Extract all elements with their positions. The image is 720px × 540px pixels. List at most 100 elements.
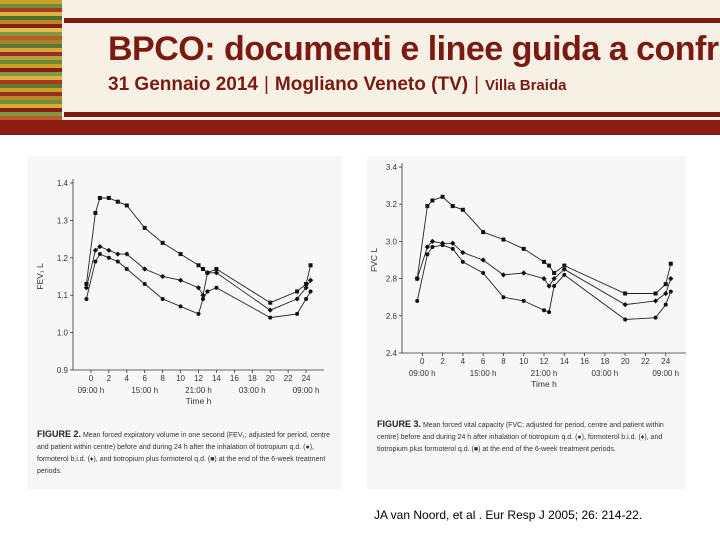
x-tick-label: 4 <box>125 374 130 383</box>
data-point-circle <box>460 259 465 264</box>
data-point-circle <box>653 315 658 320</box>
data-point-circle <box>295 311 300 316</box>
x-tick-label: 18 <box>600 357 609 366</box>
y-tick-label: 1.2 <box>57 254 69 263</box>
x-tick-label: 22 <box>641 357 650 366</box>
data-point-diamond <box>106 247 112 253</box>
stripe <box>0 32 62 36</box>
data-point-square <box>196 263 201 268</box>
data-point-circle <box>415 298 420 303</box>
stripe <box>0 52 62 56</box>
stripe <box>0 28 62 32</box>
stripe <box>0 92 62 96</box>
x-tick-label: 24 <box>661 357 670 366</box>
data-point-square <box>124 203 129 208</box>
figure-3-caption-label: FIGURE 3. <box>377 419 422 429</box>
x-tick-label: 10 <box>176 374 185 383</box>
data-point-circle <box>623 317 628 322</box>
y-tick-label: 1.1 <box>57 291 69 300</box>
data-point-circle <box>214 285 219 290</box>
data-point-circle <box>93 259 98 264</box>
stripe <box>0 40 62 44</box>
data-point-square <box>160 240 165 245</box>
data-point-square <box>663 282 668 287</box>
figure-2-panel: 0.9 1.0 1.1 1.2 1.3 1.4 FEV₁ L 0 2 4 6 8 10 12 14 16 18 2… <box>27 156 342 489</box>
data-point-square <box>84 281 89 286</box>
data-point-square <box>425 204 430 209</box>
data-point-diamond <box>115 251 121 257</box>
data-point-diamond <box>160 273 166 280</box>
data-point-square <box>295 289 300 294</box>
x-tick-label: 0 <box>420 357 425 366</box>
data-point-circle <box>547 310 552 315</box>
data-point-diamond <box>92 247 99 253</box>
x-tick-label: 14 <box>212 374 221 383</box>
data-point-circle <box>268 315 273 320</box>
data-point-square <box>460 207 465 212</box>
x-tick-label: 18 <box>248 374 257 383</box>
x-tick-label: 16 <box>580 357 589 366</box>
data-point-square <box>552 271 557 276</box>
data-point-square <box>623 291 628 296</box>
data-point-diamond <box>521 270 527 276</box>
data-point-circle <box>562 272 567 277</box>
x-tick-label: 4 <box>461 357 466 366</box>
stripe <box>0 44 62 48</box>
series-line-diamond <box>85 246 311 311</box>
data-point-circle <box>97 252 102 257</box>
data-point-square <box>542 259 546 264</box>
x-tick-label: 12 <box>540 357 549 366</box>
figure-2-caption-label: FIGURE 2. <box>37 429 82 439</box>
data-point-square <box>440 194 445 199</box>
data-point-circle <box>160 296 165 301</box>
data-point-square <box>668 261 673 266</box>
y-axis-label: FVC L <box>369 248 379 272</box>
data-point-circle <box>450 246 455 251</box>
stripe <box>0 4 62 8</box>
clock-label: 03:00 h <box>239 386 266 395</box>
data-point-diamond <box>546 283 552 289</box>
y-tick-label: 3.2 <box>386 200 398 209</box>
data-point-diamond <box>124 251 130 257</box>
data-point-diamond <box>294 296 300 302</box>
x-axis-title: Time h <box>531 379 557 389</box>
data-point-square <box>430 198 435 203</box>
clock-label: 09:00 h <box>293 386 320 395</box>
header-bottom-rule <box>64 112 720 117</box>
y-axis-label: FEV₁ L <box>35 263 45 290</box>
data-point-diamond <box>429 238 436 244</box>
data-point-circle <box>552 284 557 289</box>
x-tick-label: 6 <box>481 357 486 366</box>
x-tick-label: 14 <box>560 357 569 366</box>
data-point-diamond <box>663 290 669 297</box>
x-tick-label: 2 <box>440 357 445 366</box>
data-point-circle <box>84 296 89 301</box>
x-tick-label: 16 <box>230 374 239 383</box>
x-axis-title: Time h <box>186 396 212 406</box>
header-banner: BPCO: documenti e linee guida a confront… <box>0 0 720 135</box>
data-point-circle <box>124 267 129 272</box>
data-point-square <box>106 195 111 200</box>
stripe <box>0 104 62 108</box>
header-bottom-band <box>0 120 720 135</box>
data-point-square <box>304 281 309 286</box>
data-point-circle <box>542 308 546 313</box>
y-tick-label: 2.4 <box>386 349 398 358</box>
stripe <box>0 8 62 12</box>
data-point-diamond <box>195 285 202 291</box>
stripe <box>0 12 62 16</box>
data-point-circle <box>106 255 111 260</box>
data-point-square <box>115 199 120 204</box>
data-point-square <box>653 291 658 296</box>
y-tick-label: 1.3 <box>57 216 69 225</box>
stripe <box>0 76 62 80</box>
x-tick-label: 20 <box>621 357 630 366</box>
y-tick-label: 1.0 <box>57 329 69 338</box>
clock-label: 09:00 h <box>652 369 679 378</box>
data-point-diamond <box>500 272 507 278</box>
stripe <box>0 24 62 28</box>
data-point-square <box>200 267 205 272</box>
data-point-circle <box>425 252 430 257</box>
